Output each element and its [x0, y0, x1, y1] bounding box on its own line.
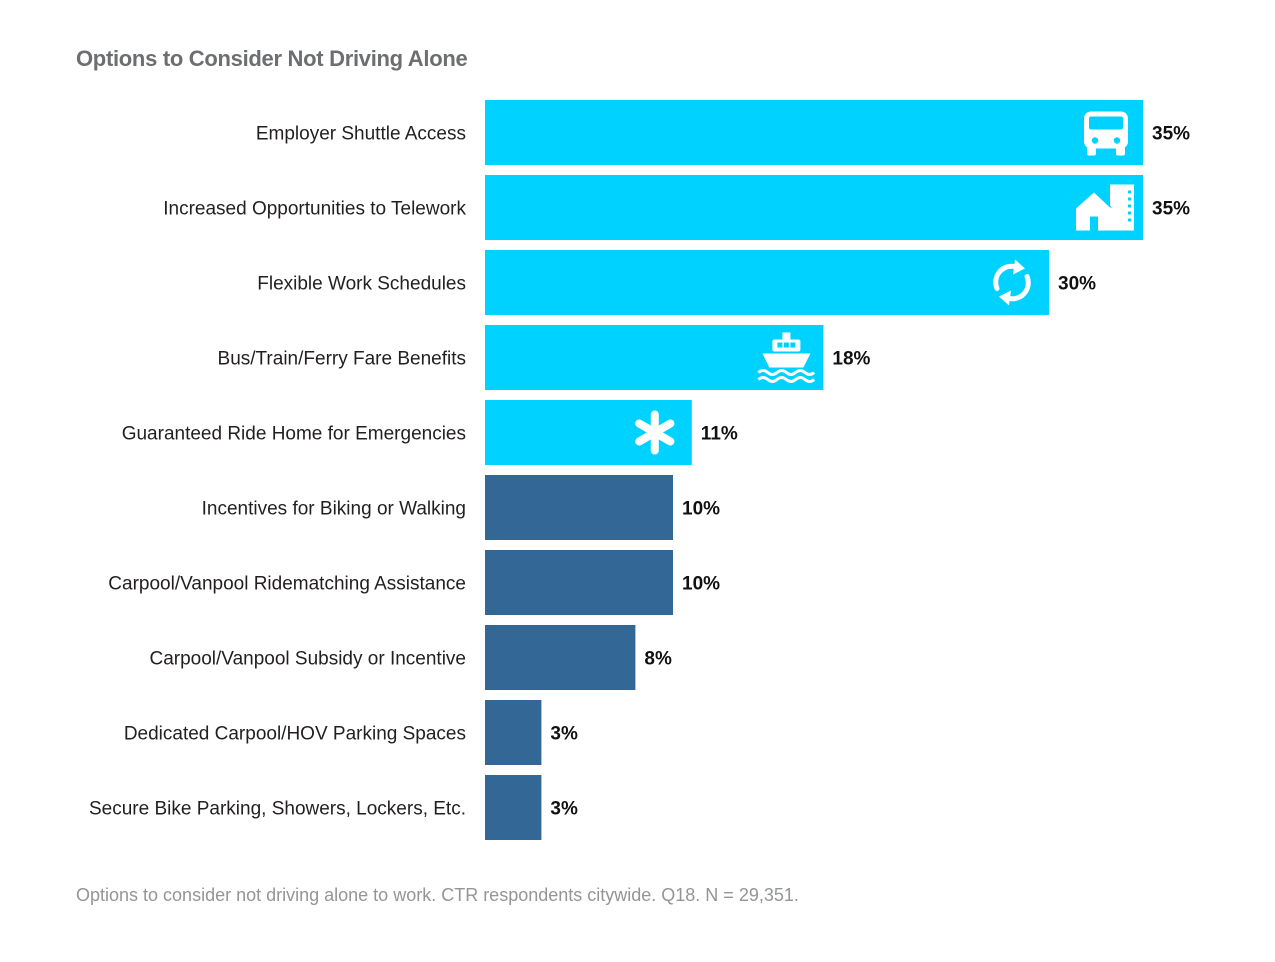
bar — [485, 775, 542, 840]
bar — [485, 625, 636, 690]
value-label: 3% — [550, 799, 578, 820]
category-label: Increased Opportunities to Telework — [163, 199, 466, 220]
value-label: 35% — [1152, 124, 1190, 145]
value-label: 3% — [550, 724, 578, 745]
bar — [485, 100, 1143, 165]
value-label: 10% — [682, 499, 720, 520]
category-label: Carpool/Vanpool Ridematching Assistance — [108, 574, 466, 595]
chart-title: Options to Consider Not Driving Alone — [76, 46, 468, 71]
bar — [485, 175, 1143, 240]
category-label: Carpool/Vanpool Subsidy or Incentive — [149, 649, 466, 670]
category-label: Incentives for Biking or Walking — [202, 499, 466, 520]
bar — [485, 475, 673, 540]
category-label: Employer Shuttle Access — [256, 124, 466, 145]
value-label: 30% — [1058, 274, 1096, 295]
value-label: 10% — [682, 574, 720, 595]
category-label: Guaranteed Ride Home for Emergencies — [122, 424, 466, 445]
category-label: Bus/Train/Ferry Fare Benefits — [218, 349, 466, 370]
value-label: 18% — [832, 349, 870, 370]
category-label: Dedicated Carpool/HOV Parking Spaces — [124, 724, 466, 745]
value-label: 35% — [1152, 199, 1190, 220]
value-label: 11% — [701, 424, 738, 445]
chart-footnote: Options to consider not driving alone to… — [76, 885, 799, 905]
category-label: Flexible Work Schedules — [257, 274, 466, 295]
value-label: 8% — [644, 649, 672, 670]
bar — [485, 700, 542, 765]
bar — [485, 250, 1049, 315]
category-label: Secure Bike Parking, Showers, Lockers, E… — [89, 799, 466, 820]
bar — [485, 550, 673, 615]
